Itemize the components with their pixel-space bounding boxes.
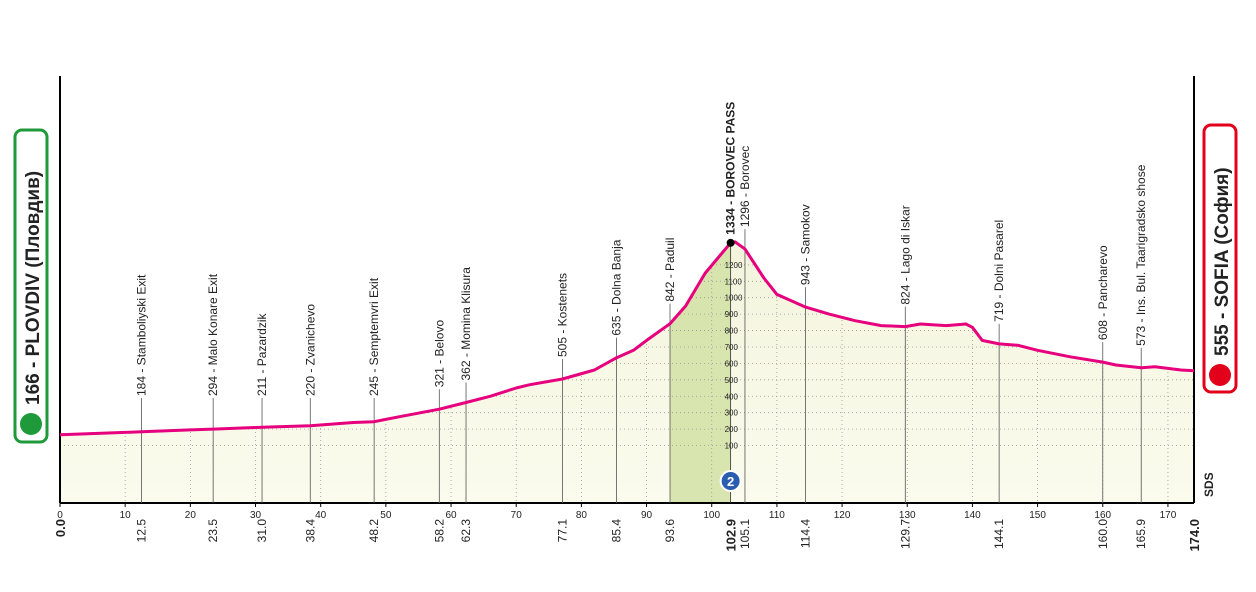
x-tick-label: 100 (703, 510, 720, 521)
waypoint-label: 573 - Ins. Bul. Taarigradsko shose (1134, 164, 1148, 346)
y-tick-label: 400 (725, 392, 739, 401)
km-label: 102.9 (724, 519, 739, 552)
waypoint-label: 220 - Zvanichevo (303, 304, 317, 396)
x-tick-label: 90 (641, 510, 653, 521)
waypoint-label: 505 - Kostenets (555, 273, 569, 357)
waypoint-label: 635 - Dolna Banja (610, 239, 624, 335)
profile-area (60, 241, 1194, 503)
y-tick-label: 800 (725, 327, 739, 336)
km-label: 174.0 (1187, 519, 1202, 552)
waypoint-label: 211 - Pazardzik (255, 313, 269, 396)
km-label: 31.0 (255, 519, 269, 543)
credit: SDS (1202, 472, 1216, 497)
x-tick-label: 70 (511, 510, 523, 521)
km-label: 12.5 (134, 519, 148, 543)
waypoint-label: 1296 - Borovec (738, 146, 752, 227)
y-tick-label: 500 (725, 376, 739, 385)
km-label: 77.1 (555, 519, 569, 543)
km-label: 93.6 (663, 519, 677, 543)
x-tick-label: 10 (120, 510, 132, 521)
y-tick-label: 300 (725, 409, 739, 418)
x-tick-label: 150 (1029, 510, 1046, 521)
x-tick-label: 30 (250, 510, 262, 521)
y-tick-label: 100 (725, 442, 739, 451)
kom-badge (719, 470, 742, 492)
summit-dot (726, 238, 735, 247)
y-tick-label: 1000 (725, 294, 743, 303)
finish-label: 555 - SOFIA (София) (1212, 167, 1233, 356)
x-tick-label: 110 (769, 510, 785, 521)
kom-category: 2 (727, 474, 734, 489)
waypoint-label: 362 - Momina Klisura (459, 267, 473, 381)
km-label: 0.0 (53, 519, 68, 537)
waypoint-label: 719 - Dolni Pasarel (992, 220, 1006, 322)
y-tick-label: 200 (725, 425, 739, 434)
km-label: 114.4 (799, 519, 813, 548)
km-label: 85.4 (610, 519, 624, 543)
km-label: 58.2 (432, 519, 446, 543)
x-tick-label: 160 (1094, 510, 1111, 521)
summit-label: 1334 - BOROVEC PASS (724, 102, 738, 235)
x-tick-label: 50 (380, 510, 392, 521)
y-tick-label: 900 (725, 310, 739, 319)
x-tick-label: 40 (315, 510, 327, 521)
km-label: 38.4 (303, 519, 317, 543)
waypoint-label: 321 - Belovo (432, 320, 446, 388)
finish-icon (1209, 364, 1231, 386)
waypoint-label: 943 - Samokov (799, 204, 813, 285)
km-label: 160.0 (1096, 519, 1110, 549)
finish-box (1202, 123, 1238, 394)
km-label: 48.2 (367, 519, 381, 543)
waypoint-label: 824 - Lago di Iskar (898, 205, 912, 304)
km-label: 105.1 (738, 519, 752, 549)
km-label: 23.5 (206, 519, 220, 543)
x-tick-label: 0 (57, 510, 63, 521)
waypoint-label: 184 - Stamboliyski Exit (134, 274, 148, 396)
x-tick-label: 130 (899, 510, 916, 521)
x-tick-label: 140 (964, 510, 981, 521)
waypoint-label: 608 - Pancharevo (1096, 245, 1110, 340)
x-tick-label: 120 (834, 510, 851, 521)
start-box (13, 128, 49, 444)
y-tick-label: 600 (725, 359, 739, 368)
x-tick-label: 80 (576, 510, 588, 521)
km-label: 165.9 (1134, 519, 1148, 549)
start-label: 166 - PLOVDIV (Пловдив) (23, 171, 44, 405)
km-label: 144.1 (992, 519, 1006, 549)
x-tick-label: 20 (185, 510, 197, 521)
y-tick-label: 700 (725, 343, 739, 352)
x-tick-label: 170 (1160, 510, 1177, 521)
waypoint-label: 842 - Paduil (663, 238, 677, 302)
waypoint-label: 245 - Semptemvri Exit (367, 277, 381, 396)
y-tick-label: 1100 (725, 277, 743, 286)
start-icon (20, 413, 42, 435)
y-tick-label: 1200 (725, 261, 743, 270)
x-tick-label: 60 (445, 510, 457, 521)
km-label: 62.3 (459, 519, 473, 543)
km-label: 129.7 (898, 519, 912, 549)
waypoint-label: 294 - Malo Konare Exit (206, 273, 220, 396)
